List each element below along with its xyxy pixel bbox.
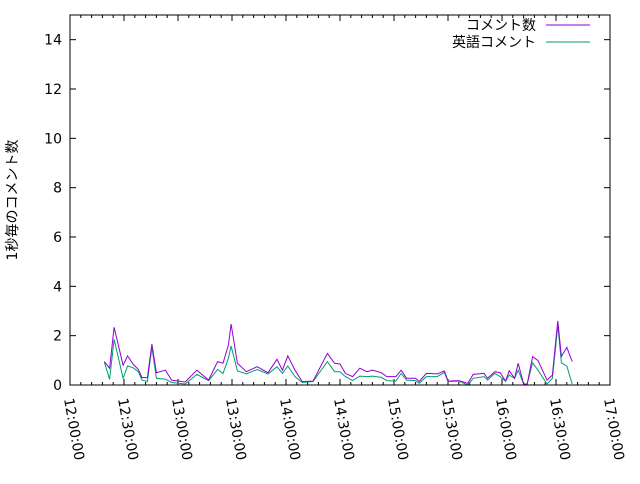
plot-border (70, 15, 610, 385)
y-tick-label: 10 (44, 131, 62, 147)
x-tick-label: 15:30:00 (438, 397, 465, 462)
x-tick-label: 17:00:00 (600, 397, 627, 462)
series-line (104, 321, 572, 384)
x-tick-label: 12:00:00 (60, 397, 87, 462)
x-tick-label: 13:30:00 (222, 397, 249, 462)
x-tick-label: 13:00:00 (168, 397, 195, 462)
x-tick-label: 15:00:00 (384, 397, 411, 462)
x-tick-label: 14:00:00 (276, 397, 303, 462)
y-tick-label: 0 (53, 378, 62, 394)
legend-label: コメント数 (466, 18, 536, 34)
y-tick-label: 14 (44, 33, 62, 49)
y-tick-label: 2 (53, 329, 62, 345)
y-tick-label: 8 (53, 181, 62, 197)
legend-label: 英語コメント (452, 34, 536, 51)
x-tick-label: 14:30:00 (330, 397, 357, 462)
y-axis-label: 1秒毎のコメント数 (5, 140, 21, 261)
x-tick-label: 12:30:00 (114, 397, 141, 462)
y-tick-label: 6 (53, 230, 62, 246)
x-tick-label: 16:30:00 (546, 397, 573, 462)
y-tick-label: 4 (53, 279, 62, 295)
y-tick-label: 12 (44, 82, 62, 98)
x-tick-label: 16:00:00 (492, 397, 519, 462)
